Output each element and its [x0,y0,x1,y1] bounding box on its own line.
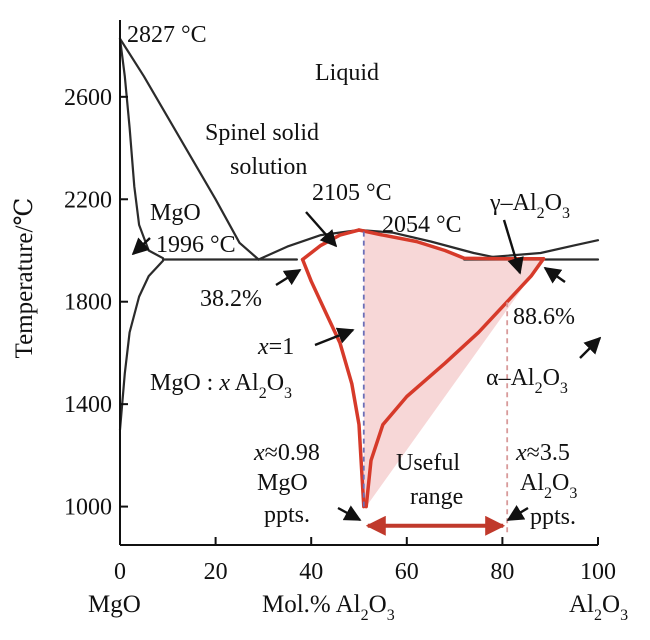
max-temp-label: 2105 °C [312,180,392,206]
eutectic-left-label: 1996 °C [156,232,236,258]
boundary-liquidus-left [118,37,260,261]
vertical-guides [362,230,509,533]
y-tick-labels: 1000 1400 1800 2200 2600 [64,85,112,521]
arrow-2105 [305,211,338,248]
y-tick-label: 2600 [64,85,112,111]
boundary-mgo-solvus [118,259,165,431]
x-tick-labels: 0 20 40 60 80 100 [114,559,616,585]
x-tick-label: 0 [114,559,126,585]
pct-left-label: 38.2% [200,286,262,312]
spinel-label-line2: solution [230,154,307,180]
arrow-38 [275,268,302,287]
liquid-label: Liquid [315,60,379,86]
gamma-alumina-label: γ–Al2O3 [489,190,570,222]
arrow-mgo [131,237,151,256]
arrow-alpha [579,336,602,359]
mgo-ppts-label-line2: ppts. [264,502,310,528]
endpoint-right-label: Al2O3 [569,591,628,624]
x-tick-label: 80 [490,559,514,585]
melting-point-label: 2827 °C [127,22,207,48]
annotation-arrows [131,211,602,522]
arrow-al-ppts [506,505,529,522]
x-equals-1-label: x=1 [257,334,294,360]
arrow-x1 [314,327,355,347]
x-axis-label: Mol.% Al2O3 [262,591,395,624]
phase-boundaries [118,37,600,509]
y-tick-label: 1400 [64,392,112,418]
spinel-label-line1: Spinel solid [205,120,319,146]
eutectic-right-label: 2054 °C [382,212,462,238]
arrow-mgo-ppts [337,505,362,522]
y-axis-label: Temperature/℃ [11,198,38,359]
useful-range-label-line1: Useful [396,450,460,476]
useful-region-shade [363,230,544,507]
boundary-liquidus-spinel [257,228,494,261]
boundary-spinel-top [357,228,546,261]
alpha-alumina-label: α–Al2O3 [486,365,568,397]
endpoint-left-label: MgO [88,591,141,618]
x-tick-label: 100 [580,559,616,585]
boundary-liquidus-right [491,239,600,258]
x-tick-label: 60 [395,559,419,585]
x-tick-label: 20 [204,559,228,585]
x-tick-label: 40 [299,559,323,585]
y-tick-label: 1000 [64,495,112,521]
boundary-spinel-lower-right [364,256,546,509]
al2o3-ppts-label-line2: ppts. [530,504,576,530]
al2o3-ppts-label-line1: Al2O3 [520,470,577,502]
boundary-spinel-lower-left [300,257,366,509]
y-tick-label: 1800 [64,290,112,316]
arrow-88 [543,267,566,284]
pct-right-label: 88.6% [513,304,575,330]
y-tick-label: 2200 [64,187,112,213]
x-approx-35-label: x≈3.5 [515,440,570,466]
tick-marks [119,95,599,545]
mgo-region-label: MgO [150,200,201,226]
arrow-gamma [502,219,524,275]
useful-range-label-line2: range [410,484,463,510]
x-approx-098-label: x≈0.98 [253,440,320,466]
mgo-ppts-label-line1: MgO [257,470,308,496]
mgo-x-al2o3-label: MgO : x Al2O3 [150,370,292,402]
